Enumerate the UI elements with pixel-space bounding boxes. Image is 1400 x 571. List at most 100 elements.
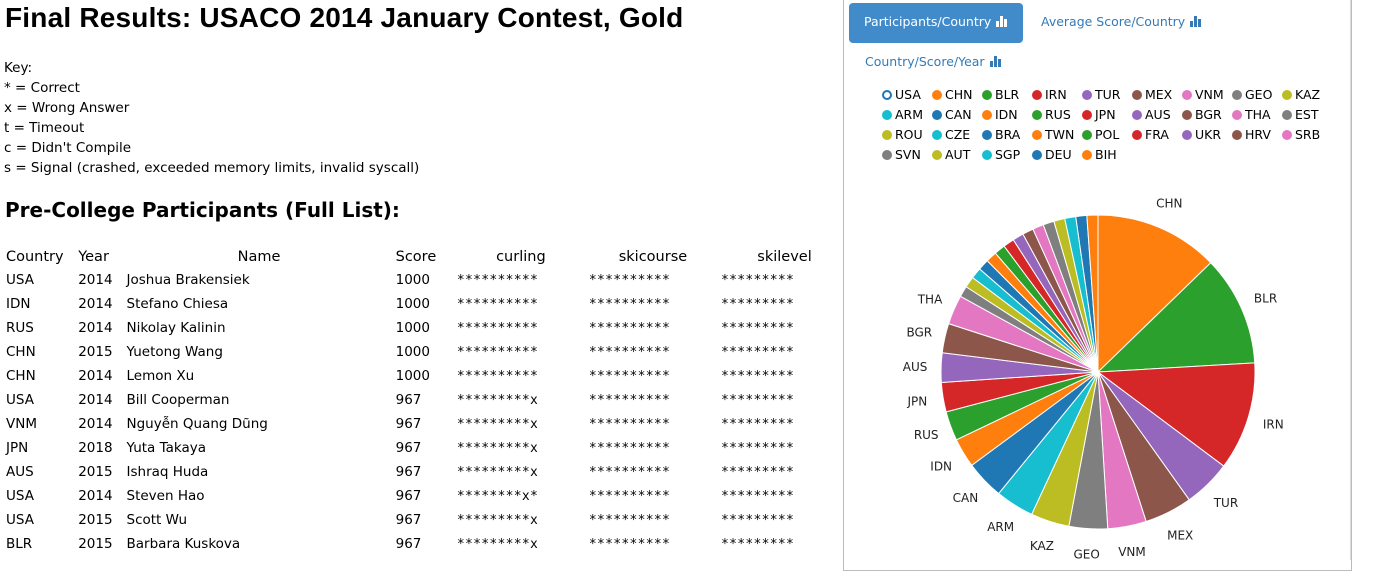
legend-item[interactable]: SGP [982, 148, 1020, 162]
pie-slice-blr[interactable] [1096, 262, 1256, 373]
cell-name: Yuta Takaya [126, 440, 207, 456]
legend-item[interactable]: KAZ [1282, 88, 1320, 102]
legend-item[interactable]: ROU [882, 128, 923, 142]
legend-swatch [982, 110, 992, 120]
legend-swatch [882, 110, 892, 120]
legend-swatch [932, 150, 942, 160]
cell-country: AUS [6, 464, 34, 480]
cell-skilevel: ********* [721, 368, 795, 384]
legend-item[interactable]: CZE [932, 128, 970, 142]
legend-label: GEO [1245, 87, 1273, 102]
legend-item[interactable]: IDN [982, 108, 1018, 122]
cell-country: USA [6, 488, 34, 504]
column-header-curling[interactable]: curling [496, 249, 546, 265]
cell-name: Nikolay Kalinin [126, 320, 226, 336]
legend-item[interactable]: SRB [1282, 128, 1320, 142]
legend-item[interactable]: BIH [1082, 148, 1117, 162]
cell-country: RUS [6, 320, 34, 336]
cell-skicourse: ********** [588, 296, 671, 312]
cell-skicourse: ********** [588, 512, 671, 528]
legend-item[interactable]: ARM [882, 108, 923, 122]
cell-curling: ********** [456, 320, 539, 336]
legend-item[interactable]: JPN [1082, 108, 1116, 122]
legend-item[interactable]: UKR [1182, 128, 1221, 142]
pie-label-mex: MEX [1167, 529, 1193, 543]
column-header-skilevel[interactable]: skilevel [757, 249, 812, 265]
legend-item[interactable]: THA [1232, 108, 1271, 122]
legend-item[interactable]: IRN [1032, 88, 1067, 102]
legend-label: IDN [995, 107, 1018, 122]
legend-item[interactable]: TUR [1082, 88, 1120, 102]
legend-item[interactable]: FRA [1132, 128, 1169, 142]
pie-chart: CHN BLR IRN TUR MEX VNM GEO KAZ ARM CAN IDN RUS JPN A… [903, 196, 1284, 560]
tab-participants-country[interactable]: Participants/Country [849, 3, 1024, 43]
cell-skilevel: ********* [721, 536, 795, 552]
pie-label-rus: RUS [914, 428, 939, 442]
legend-swatch [1082, 90, 1092, 100]
column-header-score[interactable]: Score [395, 249, 437, 265]
legend-item[interactable]: BGR [1182, 108, 1222, 122]
legend-label: TUR [1095, 87, 1121, 102]
pie-slice-bih[interactable] [1086, 214, 1099, 373]
legend-item[interactable]: CAN [932, 108, 972, 122]
legend-item[interactable]: USA [882, 88, 921, 102]
legend-item[interactable]: BRA [982, 128, 1020, 142]
cell-score: 967 [395, 416, 422, 432]
legend-swatch [1182, 130, 1192, 140]
cell-name: Nguyễn Quang Dũng [126, 416, 268, 432]
legend-item[interactable]: AUT [932, 148, 970, 162]
legend-item[interactable]: DEU [1032, 148, 1072, 162]
pie-label-kaz: KAZ [1030, 539, 1054, 553]
column-header-year[interactable]: Year [78, 249, 109, 265]
cell-curling: ********** [456, 368, 539, 384]
legend-item[interactable]: POL [1082, 128, 1119, 142]
legend-item[interactable]: MEX [1132, 88, 1172, 102]
cell-skicourse: ********** [588, 464, 671, 480]
column-header-name[interactable]: Name [237, 249, 281, 265]
legend-label: ARM [895, 107, 924, 122]
legend-item[interactable]: BLR [982, 88, 1019, 102]
legend-swatch [982, 130, 992, 140]
pie-label-can: CAN [953, 491, 979, 505]
legend-item[interactable]: SVN [882, 148, 921, 162]
table-row: RUS 2014 Nikolay Kalinin 1000 ********** ****… [4, 316, 850, 340]
legend-item[interactable]: AUS [1132, 108, 1171, 122]
legend-item[interactable]: HRV [1232, 128, 1271, 142]
legend-item[interactable]: TWN [1032, 128, 1074, 142]
legend-label: TWN [1045, 127, 1075, 142]
legend-swatch [882, 130, 892, 140]
cell-skilevel: ********* [721, 440, 795, 456]
legend-item[interactable]: RUS [1032, 108, 1071, 122]
pie-slice-irn[interactable] [1096, 362, 1256, 467]
pie-label-chn: CHN [1156, 196, 1182, 210]
cell-name: Bill Cooperman [126, 392, 230, 408]
column-header-country[interactable]: Country [6, 249, 64, 265]
cell-year: 2014 [78, 272, 113, 288]
cell-skilevel: ********* [721, 416, 795, 432]
tab-country-score-year[interactable]: Country/Score/Year [865, 54, 1002, 71]
cell-year: 2014 [78, 320, 113, 336]
pie-slice-chn[interactable] [1097, 214, 1212, 374]
legend-label: POL [1095, 127, 1120, 142]
cell-score: 1000 [395, 368, 430, 384]
legend-label: AUT [945, 147, 971, 162]
legend-swatch [1232, 90, 1242, 100]
column-header-skicourse[interactable]: skicourse [618, 249, 688, 265]
legend-item[interactable]: EST [1282, 108, 1318, 122]
table-row: USA 2014 Joshua Brakensiek 1000 ********** **… [4, 268, 850, 292]
cell-name: Yuetong Wang [126, 344, 223, 360]
legend-label: KAZ [1295, 87, 1321, 102]
cell-country: VNM [6, 416, 37, 432]
legend-item[interactable]: GEO [1232, 88, 1272, 102]
legend-item[interactable]: CHN [932, 88, 972, 102]
bar-chart-icon [1190, 15, 1202, 31]
pie-label-idn: IDN [930, 459, 952, 473]
legend-item[interactable]: VNM [1182, 88, 1224, 102]
cell-country: BLR [6, 536, 33, 552]
cell-skilevel: ********* [721, 272, 795, 288]
legend-label: IRN [1045, 87, 1067, 102]
cell-curling: ********** [456, 344, 539, 360]
cell-country: USA [6, 272, 34, 288]
tab-average-score-country[interactable]: Average Score/Country [1041, 14, 1202, 31]
legend-swatch [932, 110, 942, 120]
